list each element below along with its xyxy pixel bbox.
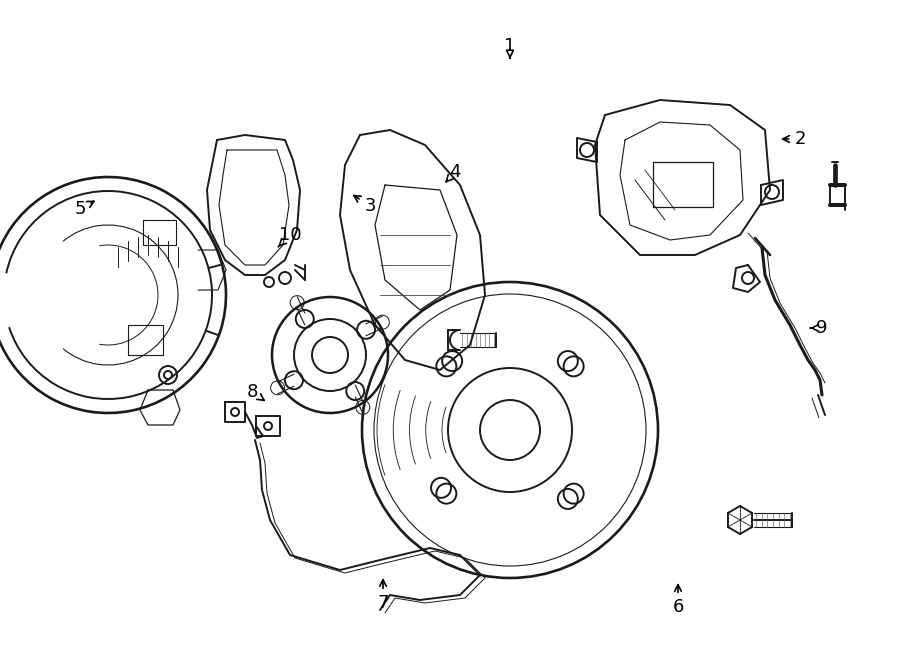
Text: 10: 10 [278,226,302,247]
Text: 8: 8 [247,383,265,401]
Text: 7: 7 [377,580,389,612]
Text: 5: 5 [74,200,94,218]
Text: 3: 3 [354,196,376,215]
Text: 1: 1 [504,37,516,58]
Text: 2: 2 [783,130,806,148]
Text: 6: 6 [672,584,684,616]
Text: 4: 4 [446,163,461,182]
Text: 9: 9 [811,319,828,337]
